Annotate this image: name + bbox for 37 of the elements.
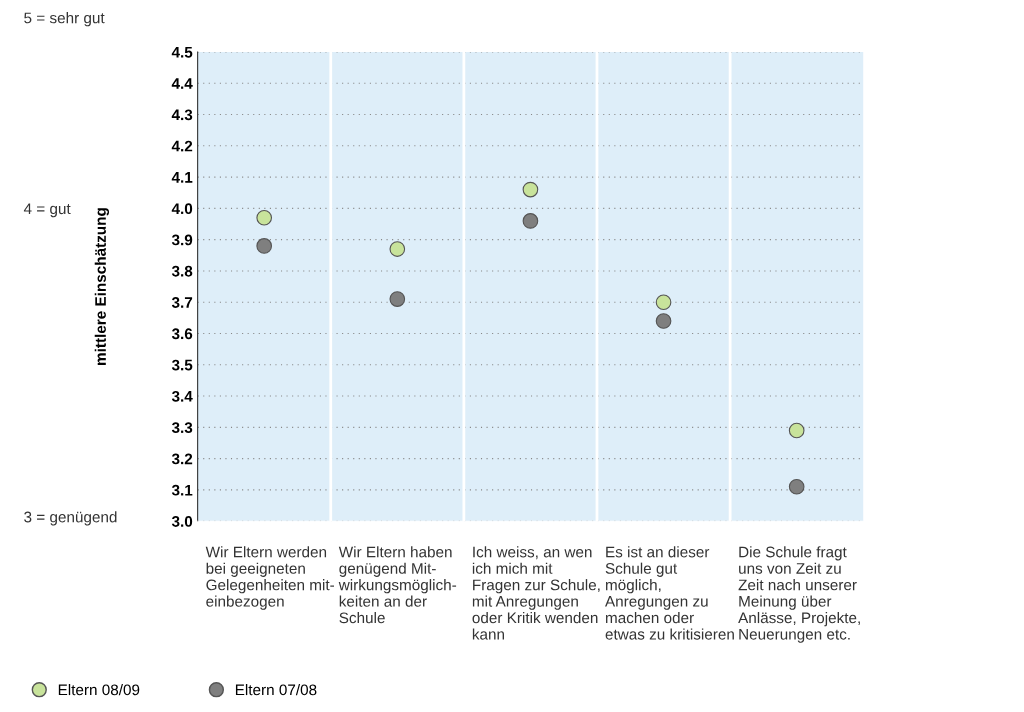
- point: [522, 213, 539, 229]
- y-tick-label: 4.2: [171, 140, 193, 152]
- y-axis-title: mittlere Einschätzung: [94, 208, 110, 365]
- x-tick-label: Ich weiss, an wen ich mich mit Fragen zur Schule, mit Anregungen oder Kritik wenden kann: [472, 546, 600, 640]
- y-tick-label: 4.3: [171, 109, 193, 121]
- x-tick-label: Wir Eltern haben genügend Mit- wirkungsmöglich- keiten an der Schule: [338, 546, 457, 624]
- y-tick-label: 3.4: [171, 390, 193, 402]
- y-tick-label: 3.5: [171, 359, 193, 371]
- point: [389, 241, 406, 257]
- y-tick-label: 3.1: [171, 484, 193, 496]
- point: [788, 478, 805, 495]
- y-tick-label: 3.7: [171, 297, 193, 308]
- point: [788, 422, 805, 439]
- x-tick-label: Die Schule fragt uns von Zeit zu Zeit nach unserer Meinung über Anlässe, Projekte, Neuerungen etc.: [738, 546, 860, 643]
- y-tick-label: 4.5: [171, 47, 193, 58]
- text: 5 = sehr gut: [24, 12, 105, 27]
- x-tick-label: Es ist an dieser Schule gut möglich, Anregungen zu machen oder etwas zu kritisieren: [605, 546, 734, 640]
- point: [389, 291, 406, 307]
- point: [256, 238, 273, 254]
- y-tick-label: 3.8: [171, 265, 193, 277]
- y-tick-label: 4.4: [171, 78, 193, 89]
- y-tick-label: 3.6: [171, 328, 193, 340]
- text: 3 = genügend: [24, 511, 117, 526]
- point: [655, 294, 672, 311]
- y-tick-label: 3.0: [171, 516, 193, 527]
- legend-label: Eltern 08/09: [58, 684, 140, 696]
- point: [522, 181, 539, 198]
- y-tick-label: 3.3: [171, 422, 193, 434]
- x-tick-label: Wir Eltern werden bei geeigneten Gelegenheiten mit- einbezogen: [205, 546, 335, 610]
- legend-label: Eltern 07/08: [235, 684, 317, 696]
- y-tick-label: 3.2: [171, 453, 193, 465]
- point: [256, 209, 273, 226]
- text: 4 = gut: [23, 203, 71, 218]
- point: [655, 313, 672, 329]
- y-tick-label: 4.1: [171, 172, 193, 183]
- y-tick-label: 3.9: [171, 234, 193, 246]
- y-tick-label: 4.0: [171, 203, 193, 215]
